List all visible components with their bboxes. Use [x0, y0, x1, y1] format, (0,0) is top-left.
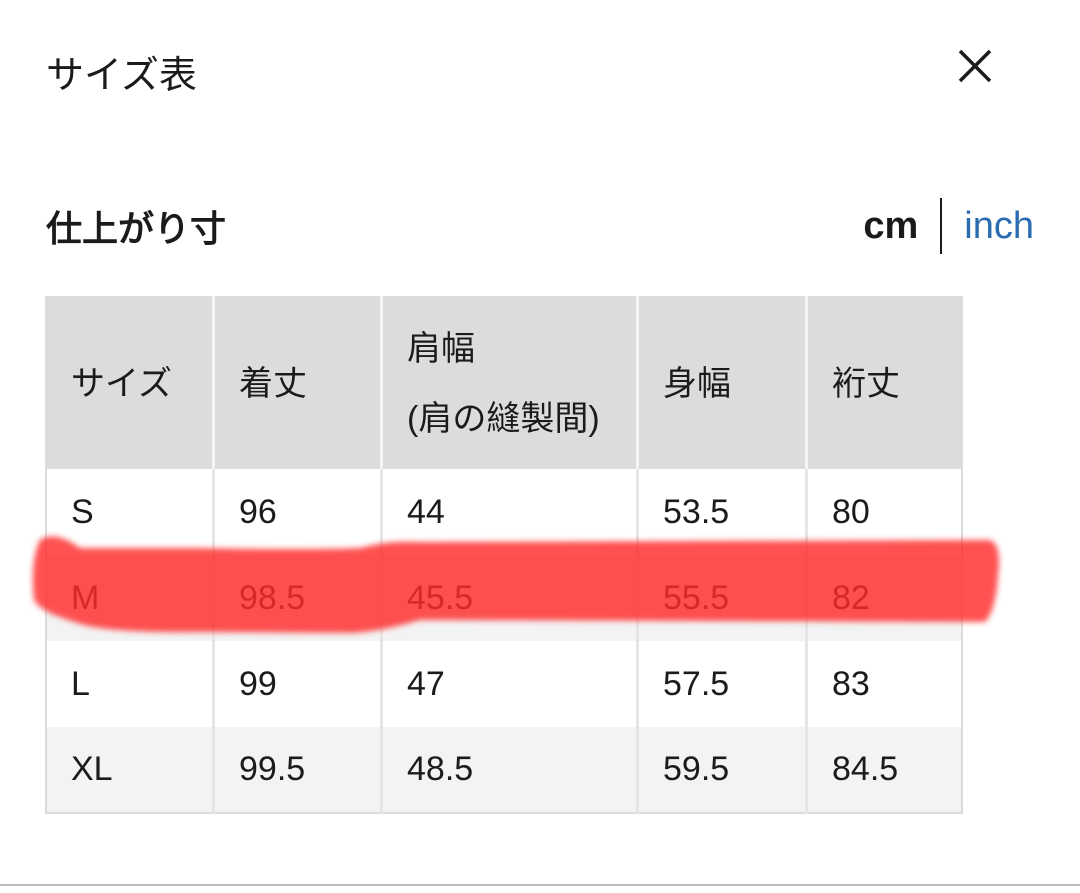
unit-cm[interactable]: cm	[863, 204, 919, 247]
header-size: サイズ	[71, 364, 172, 403]
table-cell: 82	[805, 555, 962, 641]
table-row: XL 99.5 48.5 59.5 84.5	[46, 727, 962, 813]
table-cell: 48.5	[380, 727, 638, 813]
unit-inch[interactable]: inch	[964, 204, 1034, 247]
table-cell: 98.5	[212, 555, 382, 641]
table-cell: 55.5	[636, 555, 807, 641]
header-shoulder-sub: (肩の縫製間)	[407, 399, 600, 438]
table-cell: 57.5	[636, 641, 807, 727]
close-button[interactable]	[955, 46, 995, 86]
bottom-divider	[0, 884, 1080, 886]
table-cell: 80	[805, 469, 962, 555]
header-sleeve: 裄丈	[805, 297, 962, 469]
table-cell: 59.5	[636, 727, 807, 813]
table-row: S 96 44 53.5 80	[46, 469, 962, 555]
table-row: M 98.5 45.5 55.5 82	[46, 555, 962, 641]
table-row: L 99 47 57.5 83	[46, 641, 962, 727]
header-shoulder: 肩幅 (肩の縫製間)	[380, 297, 638, 469]
unit-toggle: cm inch	[863, 198, 1034, 254]
size-label: L	[71, 664, 90, 703]
table-cell: 84.5	[805, 727, 962, 813]
table-cell: 99.5	[212, 727, 382, 813]
table-cell: 53.5	[636, 469, 807, 555]
header-shoulder-label: 肩幅	[407, 329, 475, 368]
dialog-title: サイズ表	[46, 55, 197, 97]
table-cell: 44	[380, 469, 638, 555]
size-label: M	[71, 578, 100, 617]
table-header-row: サイズ 着丈 肩幅 (肩の縫製間) 身幅 裄丈	[46, 297, 962, 469]
size-label: S	[71, 492, 94, 531]
table-cell: 83	[805, 641, 962, 727]
close-icon	[958, 49, 992, 83]
unit-divider	[940, 198, 943, 254]
section-title: 仕上がり寸	[46, 208, 227, 249]
size-label: XL	[71, 750, 113, 788]
table-cell: 96	[212, 469, 382, 555]
table-cell: 99	[212, 641, 382, 727]
header-length: 着丈	[212, 297, 382, 469]
table-cell: 47	[380, 641, 638, 727]
table-cell: 45.5	[380, 555, 638, 641]
size-table: サイズ 着丈 肩幅 (肩の縫製間) 身幅 裄丈 S 96 44 53.5 80 M 98.5…	[45, 296, 963, 814]
header-chest: 身幅	[636, 297, 807, 469]
